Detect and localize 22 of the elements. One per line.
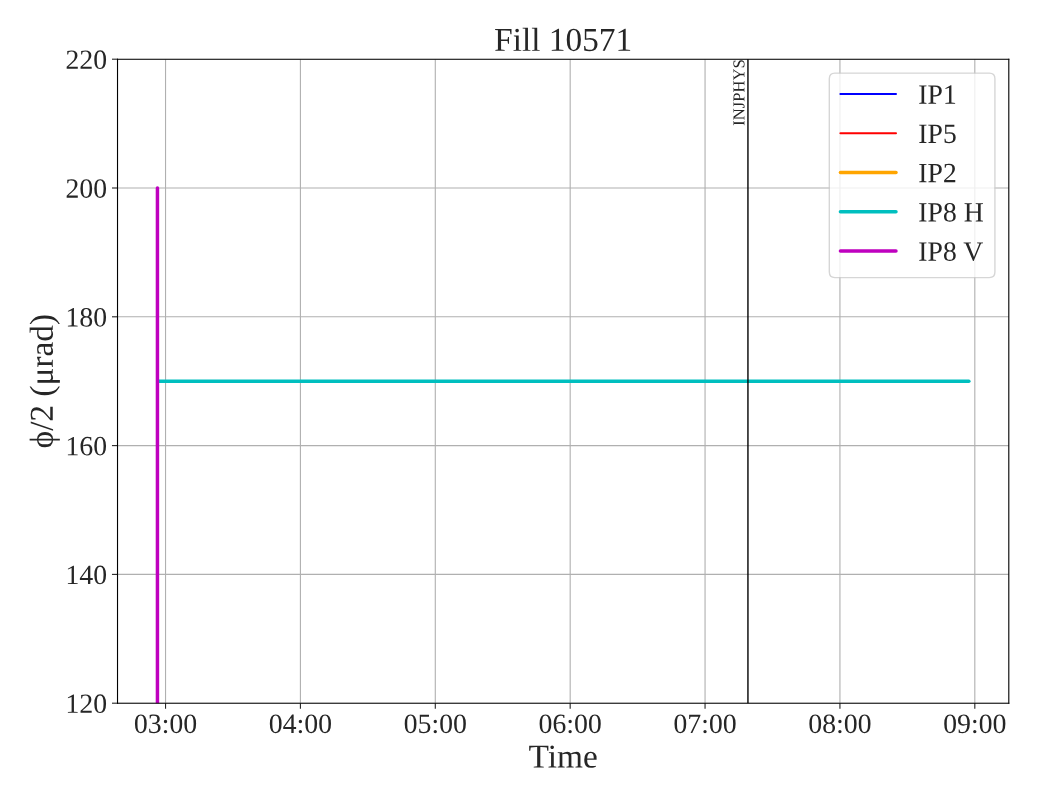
chart-title: Fill 10571 [495,27,631,52]
legend-label: IP2 [919,163,956,183]
y-tick-label: 220 [66,50,107,70]
y-tick-label: 140 [67,565,107,585]
legend-label: IP8 V [919,242,983,262]
x-tick-label: 06:00 [539,714,601,734]
y-tick-label: 160 [67,436,107,456]
x-tick-label: 07:00 [674,714,736,734]
x-tick-label: 04:00 [269,714,331,734]
legend-label: IP1 [919,85,956,104]
y-tick-label: 180 [67,307,107,327]
y-tick-label: 200 [66,179,107,198]
x-tick-label: 08:00 [809,714,871,734]
x-tick-label: 09:00 [944,714,1006,734]
x-axis-title: Time [529,745,597,768]
x-tick-label: 03:00 [134,714,197,734]
x-tick-label: 05:00 [404,714,466,734]
ref-line-label: INJPHYS [733,60,745,126]
legend-label: IP8 H [919,202,983,222]
y-tick-label: 120 [67,694,107,714]
legend-label: IP5 [919,124,956,144]
y-axis-title: ϕ/2 (μrad) [29,315,60,448]
